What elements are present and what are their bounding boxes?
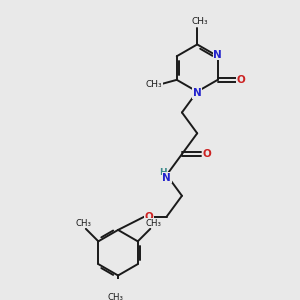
Text: N: N [162, 173, 171, 183]
Text: CH₃: CH₃ [191, 17, 208, 26]
Text: H: H [159, 168, 167, 177]
Text: CH₃: CH₃ [75, 219, 91, 228]
Text: CH₃: CH₃ [107, 292, 123, 300]
Text: CH₃: CH₃ [146, 80, 162, 89]
Text: N: N [213, 50, 222, 60]
Text: O: O [144, 212, 153, 222]
Text: CH₃: CH₃ [145, 219, 161, 228]
Text: O: O [237, 75, 246, 85]
Text: O: O [202, 149, 211, 159]
Text: N: N [193, 88, 202, 98]
